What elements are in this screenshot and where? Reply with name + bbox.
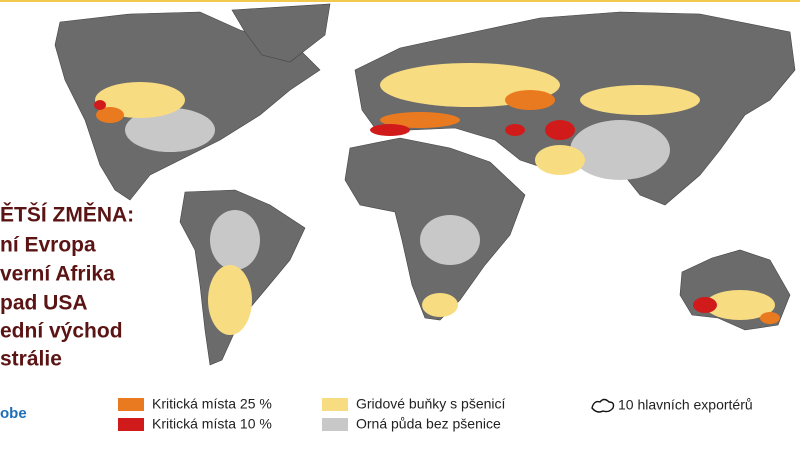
hotspots-10	[94, 100, 717, 313]
legend-swatch	[118, 398, 144, 411]
cropland	[125, 108, 670, 270]
north-america	[54, 11, 321, 201]
legend-label: Kritická místa 25 %	[152, 396, 272, 412]
headline-line: ední východ	[0, 320, 123, 343]
cropland-area	[125, 108, 215, 152]
headline-line: pad USA	[0, 292, 88, 315]
wheat-area	[535, 145, 585, 175]
legend-swatch	[322, 418, 348, 431]
hotspot	[505, 124, 525, 136]
hotspot	[96, 107, 124, 123]
hotspots-25	[96, 90, 780, 324]
logo: obe	[0, 405, 27, 422]
hotspot	[505, 90, 555, 110]
hotspot	[380, 112, 460, 128]
legend-swatch	[118, 418, 144, 431]
headline-line: ní Evropa	[0, 234, 96, 257]
hotspot	[760, 312, 780, 324]
headline-line: strálie	[0, 348, 62, 371]
legend-label: Orná půda bez pšenice	[356, 416, 501, 432]
legend-swatch	[591, 398, 615, 413]
legend: Kritická místa 25 % Kritická místa 10 % …	[118, 396, 753, 432]
hotspot	[693, 297, 717, 313]
top-border	[0, 0, 800, 2]
hotspot	[94, 100, 106, 110]
wheat-area	[580, 85, 700, 115]
hotspot	[370, 124, 410, 136]
cropland-area	[420, 215, 480, 265]
wheat-area	[422, 293, 458, 317]
greenland	[231, 3, 331, 63]
headline: ĚTŠÍ ZMĚNA: ní Evropa verní Afrika pad U…	[0, 203, 134, 371]
headline-line: ĚTŠÍ ZMĚNA:	[0, 203, 134, 227]
hotspot	[545, 120, 575, 140]
legend-label: 10 hlavních exportérů	[618, 397, 753, 413]
legend-label: Kritická místa 10 %	[152, 416, 272, 432]
legend-label: Gridové buňky s pšenicí	[356, 396, 506, 412]
headline-line: verní Afrika	[0, 263, 115, 286]
legend-swatch	[322, 398, 348, 411]
wheat-area	[705, 290, 775, 320]
cropland-area	[570, 120, 670, 180]
cropland-area	[210, 210, 260, 270]
wheat-area	[208, 265, 252, 335]
eurasia	[354, 11, 796, 206]
